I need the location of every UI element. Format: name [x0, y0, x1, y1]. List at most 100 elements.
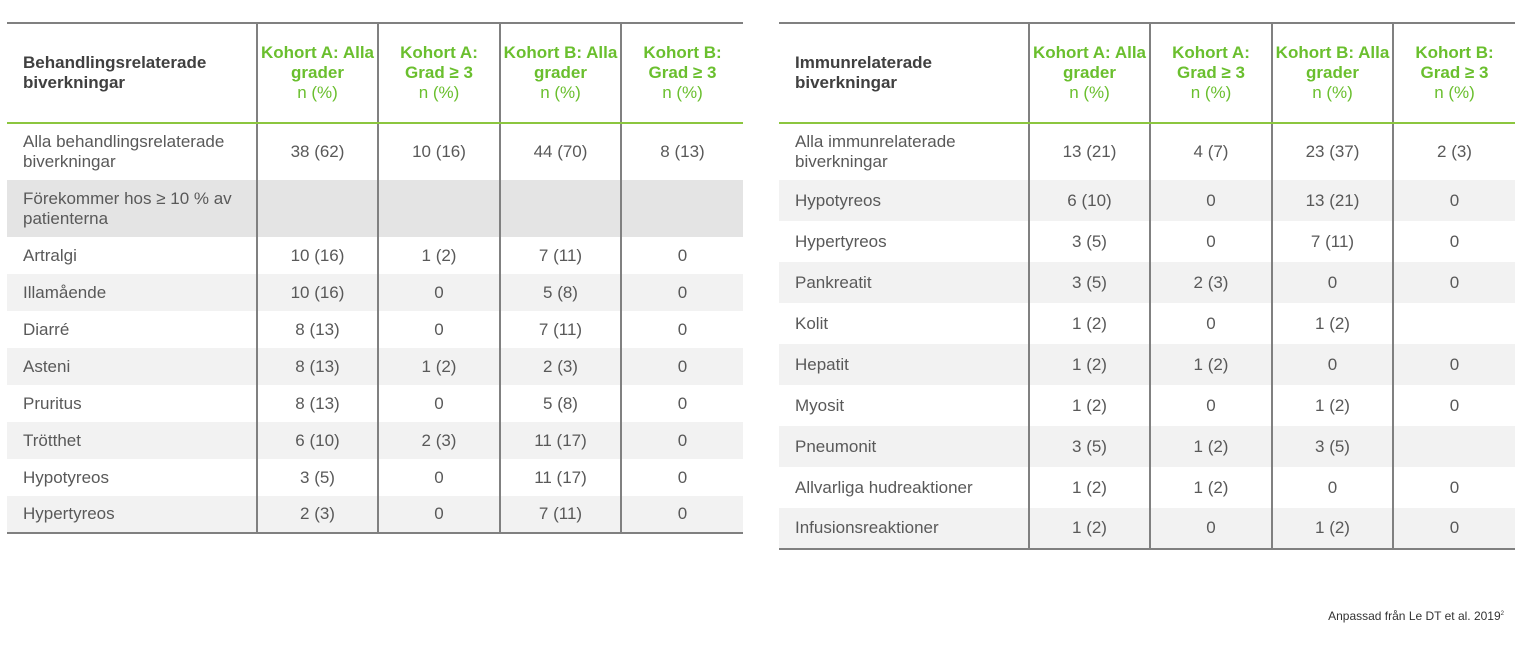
row-label: Kolit [795, 313, 829, 333]
table-row: Artralgi 10 (16) 1 (2) 7 (11) 0 [7, 237, 743, 274]
treatment-related-ae-table: Behandlingsrelaterade biverkningar Kohor… [7, 22, 743, 534]
cell-value: 1 (2) [1271, 385, 1393, 426]
table-header-row: Immunrelaterade biverkningar Kohort A: A… [779, 22, 1515, 124]
cell-value: 0 [1271, 344, 1393, 385]
row-label: Pankreatit [779, 262, 1029, 303]
cell-value: 0 [1149, 180, 1272, 221]
row-label: Hypotyreos [23, 467, 109, 487]
table-row: Kolit 1 (2) 0 1 (2) [779, 303, 1515, 344]
cell-value: 13 (21) [1028, 123, 1150, 180]
cell-value: 0 [1392, 467, 1515, 508]
cell-value: 7 (11) [499, 496, 621, 534]
cell-value: 6 (10) [256, 422, 378, 459]
cell-value: 0 [1392, 508, 1515, 550]
cell-value: 8 (13) [256, 348, 378, 385]
section-row: Förekommer hos ≥ 10 % av patienterna [7, 180, 743, 237]
cell-value: 1 (2) [377, 237, 500, 274]
cell-value: 0 [377, 274, 500, 311]
cell-value: 7 (11) [499, 311, 621, 348]
table-row: Hepatit 1 (2) 1 (2) 0 0 [779, 344, 1515, 385]
source-text: Anpassad från Le DT et al. 2019 [1328, 609, 1501, 623]
col-header-unit: n (%) [1434, 83, 1475, 102]
cell-value: 6 (10) [1028, 180, 1150, 221]
cell-value: 1 (2) [1028, 344, 1150, 385]
cell-value: 0 [1149, 508, 1272, 550]
cell-value: 1 (2) [1028, 508, 1150, 550]
col-header-label: Kohort B: Alla grader [1275, 43, 1390, 82]
table-row: Pankreatit 3 (5) 2 (3) 0 0 [779, 262, 1515, 303]
table-header-row: Behandlingsrelaterade biverkningar Kohor… [7, 22, 743, 124]
cell-value: 2 (3) [1392, 123, 1515, 180]
cell-value: 3 (5) [1028, 426, 1150, 467]
row-label: Pruritus [23, 393, 82, 413]
row-label: Pneumonit [779, 426, 1029, 467]
cell-value: 0 [377, 459, 500, 496]
row-label: Myosit [795, 395, 845, 415]
row-label: Illamående [7, 274, 257, 311]
cell-value: 1 (2) [1271, 508, 1393, 550]
cell-value: 1 (2) [1149, 344, 1272, 385]
cell-value: 3 (5) [1271, 426, 1393, 467]
cell-value: 2 (3) [256, 496, 378, 534]
col-header-unit: n (%) [1069, 83, 1110, 102]
table-row: Allvarliga hudreaktioner 1 (2) 1 (2) 0 0 [779, 467, 1515, 508]
row-label: Allvarliga hudreaktioner [795, 477, 973, 497]
cell-value: 3 (5) [1028, 262, 1150, 303]
table-row: Trötthet 6 (10) 2 (3) 11 (17) 0 [7, 422, 743, 459]
col-header-label: Kohort B: Grad ≥ 3 [643, 43, 722, 82]
cell-value: 0 [1149, 303, 1272, 344]
cell-value: 3 (5) [256, 459, 378, 496]
row-label: Artralgi [23, 245, 77, 265]
cell-value: 0 [1271, 262, 1393, 303]
cell-value: 11 (17) [499, 459, 621, 496]
table-body: Alla behandlingsrelaterade biverkningar 3… [7, 123, 743, 534]
cell-value: 44 (70) [499, 123, 621, 180]
row-label: Alla behandlingsrelaterade biverkningar [23, 132, 225, 171]
col-header-label: Kohort B: Alla grader [503, 43, 618, 82]
cell-value: 0 [1149, 385, 1272, 426]
cell-value: 5 (8) [499, 385, 621, 422]
immune-related-ae-table: Immunrelaterade biverkningar Kohort A: A… [779, 22, 1515, 550]
cell-value [256, 180, 378, 237]
cell-value [1392, 303, 1515, 344]
row-label: Hypotyreos [779, 180, 1029, 221]
source-superscript: 2 [1500, 611, 1504, 617]
cell-value: 0 [620, 237, 743, 274]
col-header-kohort-a-all: Kohort A: Alla grader n (%) [1028, 22, 1150, 124]
cell-value: 11 (17) [499, 422, 621, 459]
table-row: Infusionsreaktioner 1 (2) 0 1 (2) 0 [779, 508, 1515, 550]
row-label: Hepatit [779, 344, 1029, 385]
table-row: Alla behandlingsrelaterade biverkningar 3… [7, 123, 743, 180]
cell-value: 38 (62) [256, 123, 378, 180]
cell-value: 0 [620, 311, 743, 348]
cell-value: 0 [1392, 344, 1515, 385]
cell-value [377, 180, 500, 237]
cell-value: 0 [1392, 385, 1515, 426]
cell-value: 2 (3) [377, 422, 500, 459]
cell-value [499, 180, 621, 237]
cell-value: 10 (16) [377, 123, 500, 180]
cell-value: 0 [620, 422, 743, 459]
cell-value: 13 (21) [1271, 180, 1393, 221]
table-row: Hypotyreos 3 (5) 0 11 (17) 0 [7, 459, 743, 496]
cell-value: 8 (13) [256, 385, 378, 422]
table-row: Alla immunrelaterade biverkningar 13 (21)… [779, 123, 1515, 180]
col-header-unit: n (%) [540, 83, 581, 102]
row-label: Trötthet [7, 422, 257, 459]
col-header-label: Kohort A: Alla grader [1032, 43, 1146, 82]
cell-value: 1 (2) [1271, 303, 1393, 344]
cell-value: 0 [1392, 221, 1515, 262]
cell-value: 8 (13) [620, 123, 743, 180]
table-row: Hypotyreos 6 (10) 0 13 (21) 0 [779, 180, 1515, 221]
row-header-title: Behandlingsrelaterade biverkningar [7, 22, 257, 124]
col-header-unit: n (%) [1190, 83, 1232, 102]
cell-value: 1 (2) [1149, 426, 1272, 467]
cell-value [1392, 426, 1515, 467]
cell-value: 10 (16) [256, 237, 378, 274]
row-label: Asteni [7, 348, 257, 385]
cell-value: 2 (3) [499, 348, 621, 385]
cell-value: 0 [377, 496, 500, 534]
col-header-unit: n (%) [297, 83, 338, 102]
